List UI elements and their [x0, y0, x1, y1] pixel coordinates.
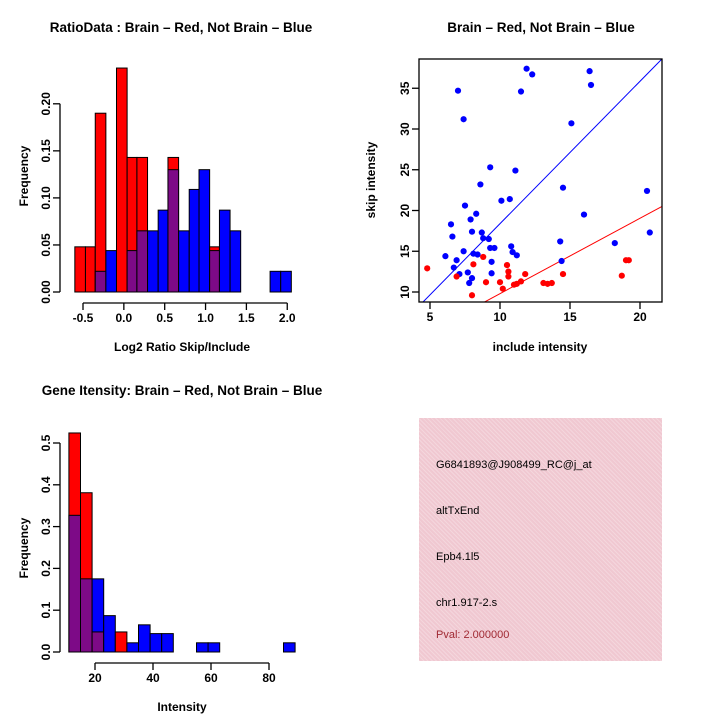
svg-text:5: 5 — [427, 310, 434, 324]
svg-text:0.1: 0.1 — [39, 602, 53, 619]
pval-text: Pval: 2.000000 — [436, 629, 510, 641]
svg-text:0.3: 0.3 — [39, 518, 53, 535]
ratio-histogram-xlabel: Log2 Ratio Skip/Include — [113, 340, 251, 354]
gene-symbol-text: Epb4.1l5 — [436, 551, 480, 563]
svg-text:20: 20 — [633, 310, 647, 324]
svg-text:0.5: 0.5 — [39, 434, 53, 451]
probe-id-text: G6841893@J908499_RC@j_at — [436, 459, 592, 471]
svg-text:20: 20 — [88, 671, 102, 685]
svg-text:-0.5: -0.5 — [73, 311, 94, 325]
svg-text:80: 80 — [262, 671, 276, 685]
svg-text:25: 25 — [398, 163, 412, 177]
svg-text:30: 30 — [398, 122, 412, 136]
svg-text:60: 60 — [204, 671, 218, 685]
svg-text:1.5: 1.5 — [238, 311, 255, 325]
svg-text:0.00: 0.00 — [39, 280, 53, 304]
gene-histogram-title: Gene Itensity: Brain – Red, Not Brain – … — [41, 383, 323, 398]
svg-text:10: 10 — [398, 285, 412, 299]
svg-text:10: 10 — [493, 310, 507, 324]
svg-text:2.0: 2.0 — [279, 311, 296, 325]
svg-text:15: 15 — [398, 244, 412, 258]
svg-text:0.15: 0.15 — [39, 139, 53, 163]
location-text: chr1.917-2.s — [436, 597, 498, 609]
svg-text:1.0: 1.0 — [197, 311, 214, 325]
scatter-xlabel: include intensity — [492, 340, 588, 354]
scatter-title: Brain – Red, Not Brain – Blue — [447, 20, 635, 35]
svg-text:0.20: 0.20 — [39, 92, 53, 116]
gene-info-box: G6841893@J908499_RC@j_at altTxEnd Epb4.1… — [419, 418, 662, 661]
svg-text:0.0: 0.0 — [116, 311, 133, 325]
svg-text:20: 20 — [398, 204, 412, 218]
svg-text:35: 35 — [398, 81, 412, 95]
svg-text:0.5: 0.5 — [156, 311, 173, 325]
svg-text:0.10: 0.10 — [39, 186, 53, 210]
ratio-histogram-title: RatioData : Brain – Red, Not Brain – Blu… — [49, 20, 313, 35]
gene-histogram-xlabel: Intensity — [157, 700, 207, 714]
svg-text:15: 15 — [563, 310, 577, 324]
svg-text:0.05: 0.05 — [39, 233, 53, 257]
svg-text:0.0: 0.0 — [39, 643, 53, 660]
event-type-text: altTxEnd — [436, 505, 480, 517]
svg-text:0.2: 0.2 — [39, 560, 53, 577]
svg-text:40: 40 — [146, 671, 160, 685]
svg-text:0.4: 0.4 — [39, 476, 53, 493]
